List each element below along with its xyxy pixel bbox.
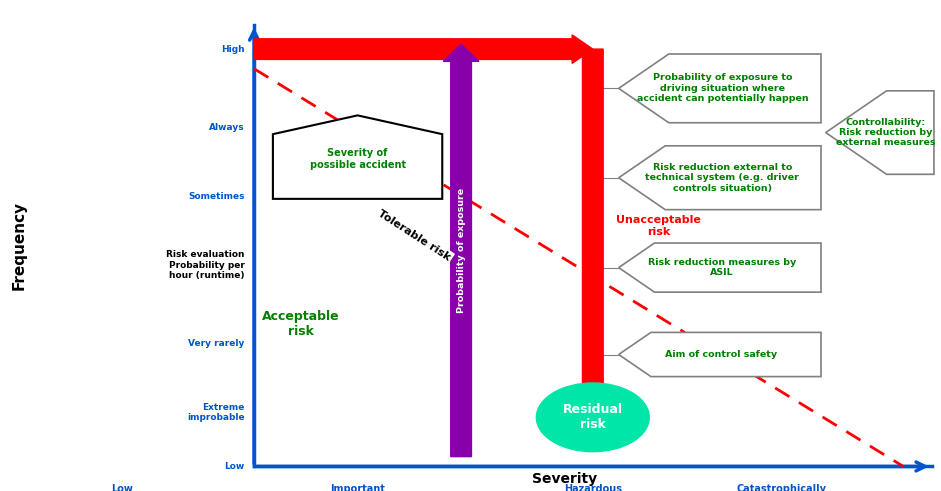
Polygon shape	[273, 115, 442, 199]
Text: Severity: Severity	[532, 472, 598, 486]
Text: Unacceptable
risk: Unacceptable risk	[616, 215, 701, 237]
Text: Always: Always	[209, 123, 245, 132]
Polygon shape	[826, 91, 933, 174]
Text: Aim of control safety: Aim of control safety	[665, 350, 777, 359]
Ellipse shape	[536, 383, 649, 452]
Text: Probability of exposure: Probability of exposure	[456, 188, 466, 313]
Text: Extreme
improbable: Extreme improbable	[187, 403, 245, 422]
Text: Risk reduction external to
technical system (e.g. driver
controls situation): Risk reduction external to technical sys…	[646, 163, 799, 192]
Text: Risk reduction measures by
ASIL: Risk reduction measures by ASIL	[647, 258, 796, 277]
Polygon shape	[619, 54, 821, 123]
Text: Controllability:
Risk reduction by
external measures: Controllability: Risk reduction by exter…	[837, 118, 935, 147]
Text: Very rarely: Very rarely	[188, 339, 245, 348]
Text: Risk evaluation
Probability per
hour (runtime): Risk evaluation Probability per hour (ru…	[167, 250, 245, 280]
Text: Acceptable
risk: Acceptable risk	[263, 310, 340, 338]
Text: Frequency: Frequency	[11, 201, 26, 290]
FancyArrow shape	[443, 44, 479, 457]
Text: High: High	[221, 45, 245, 54]
Text: Catastrophically
Fatal: Catastrophically Fatal	[736, 484, 826, 491]
Text: Important: Important	[330, 484, 385, 491]
Text: Probability of exposure to
driving situation where
accident can potentially happ: Probability of exposure to driving situa…	[636, 74, 808, 103]
Text: Severity of
possible accident: Severity of possible accident	[310, 148, 406, 169]
Text: Low
No injuries: Low No injuries	[92, 484, 152, 491]
Polygon shape	[619, 146, 821, 210]
Text: Residual
risk: Residual risk	[563, 403, 623, 432]
Text: Tolerable risk: Tolerable risk	[376, 209, 452, 263]
Text: Low: Low	[224, 462, 245, 471]
Text: Sometimes: Sometimes	[188, 192, 245, 201]
Polygon shape	[619, 243, 821, 292]
FancyArrow shape	[575, 49, 611, 442]
FancyArrow shape	[254, 35, 593, 63]
Polygon shape	[619, 332, 821, 377]
Text: Hazardous: Hazardous	[564, 484, 622, 491]
